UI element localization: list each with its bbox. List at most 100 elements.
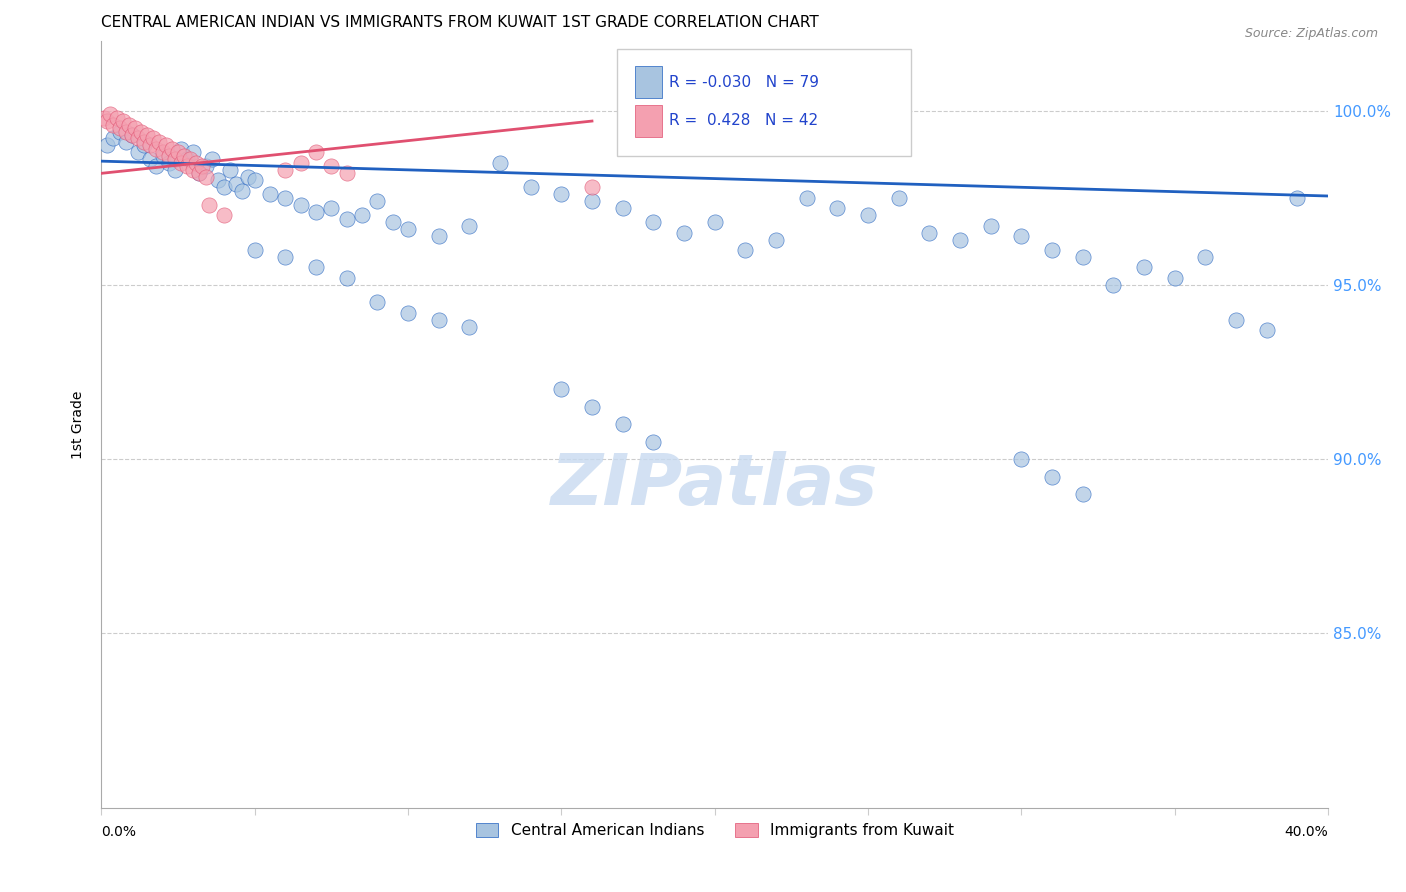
Point	[181, 162, 204, 177]
Point	[612, 201, 634, 215]
Point	[703, 215, 725, 229]
Point	[321, 201, 343, 215]
Point	[176, 153, 198, 167]
Point	[114, 135, 136, 149]
Point	[427, 312, 450, 326]
Point	[127, 145, 149, 160]
Point	[194, 169, 217, 184]
Point	[163, 153, 186, 167]
Point	[108, 121, 131, 136]
Point	[188, 166, 211, 180]
Point	[194, 160, 217, 174]
Point	[672, 226, 695, 240]
Point	[259, 187, 281, 202]
Point	[103, 118, 125, 132]
Point	[163, 162, 186, 177]
Point	[643, 215, 665, 229]
Point	[197, 198, 219, 212]
Point	[643, 434, 665, 449]
Point	[734, 243, 756, 257]
Point	[1040, 243, 1063, 257]
Point	[139, 153, 162, 167]
Point	[100, 107, 122, 121]
Point	[167, 145, 190, 160]
Point	[305, 145, 328, 160]
Text: R =  0.428   N = 42: R = 0.428 N = 42	[669, 113, 818, 128]
Point	[118, 118, 141, 132]
Point	[581, 194, 603, 209]
Point	[108, 124, 131, 138]
Point	[96, 114, 118, 128]
Point	[134, 135, 156, 149]
Point	[148, 135, 170, 149]
Point	[1010, 452, 1032, 467]
Point	[212, 180, 235, 194]
Point	[179, 153, 201, 167]
Point	[381, 215, 404, 229]
Point	[918, 226, 941, 240]
Point	[173, 149, 195, 163]
Legend: Central American Indians, Immigrants from Kuwait: Central American Indians, Immigrants fro…	[468, 816, 962, 847]
Point	[350, 208, 373, 222]
Point	[181, 145, 204, 160]
Point	[1010, 229, 1032, 244]
Point	[827, 201, 849, 215]
Point	[305, 260, 328, 275]
Point	[170, 156, 193, 170]
Point	[170, 142, 193, 156]
Point	[458, 219, 481, 233]
Point	[1071, 487, 1094, 501]
Point	[207, 173, 229, 187]
Point	[225, 177, 247, 191]
Point	[201, 153, 224, 167]
Point	[127, 131, 149, 145]
Point	[111, 114, 134, 128]
Point	[396, 306, 419, 320]
Point	[581, 400, 603, 414]
Point	[1040, 469, 1063, 483]
Point	[103, 131, 125, 145]
FancyBboxPatch shape	[636, 66, 662, 98]
Point	[274, 250, 297, 264]
Point	[219, 162, 242, 177]
Point	[231, 184, 253, 198]
Point	[139, 138, 162, 153]
Point	[238, 169, 260, 184]
Point	[212, 208, 235, 222]
Point	[93, 111, 115, 125]
Point	[1164, 271, 1187, 285]
Point	[612, 417, 634, 432]
Point	[290, 156, 312, 170]
Point	[581, 180, 603, 194]
Text: CENTRAL AMERICAN INDIAN VS IMMIGRANTS FROM KUWAIT 1ST GRADE CORRELATION CHART: CENTRAL AMERICAN INDIAN VS IMMIGRANTS FR…	[101, 15, 818, 30]
Text: ZIPatlas: ZIPatlas	[551, 451, 879, 520]
Point	[145, 160, 167, 174]
Point	[396, 222, 419, 236]
Point	[155, 138, 177, 153]
Point	[121, 128, 143, 142]
Point	[114, 124, 136, 138]
Point	[1225, 312, 1247, 326]
Point	[1133, 260, 1156, 275]
Point	[160, 142, 183, 156]
Point	[305, 204, 328, 219]
Y-axis label: 1st Grade: 1st Grade	[72, 390, 86, 458]
Text: Source: ZipAtlas.com: Source: ZipAtlas.com	[1244, 27, 1378, 40]
Point	[856, 208, 879, 222]
Point	[188, 166, 211, 180]
Point	[129, 124, 152, 138]
Point	[427, 229, 450, 244]
Point	[1256, 323, 1278, 337]
Point	[243, 173, 266, 187]
Point	[550, 187, 572, 202]
FancyBboxPatch shape	[636, 104, 662, 136]
Point	[887, 191, 910, 205]
Point	[124, 121, 146, 136]
Text: 40.0%: 40.0%	[1285, 825, 1329, 839]
Point	[274, 191, 297, 205]
Point	[243, 243, 266, 257]
Point	[157, 156, 180, 170]
Point	[96, 138, 118, 153]
Point	[366, 194, 388, 209]
Point	[1194, 250, 1216, 264]
